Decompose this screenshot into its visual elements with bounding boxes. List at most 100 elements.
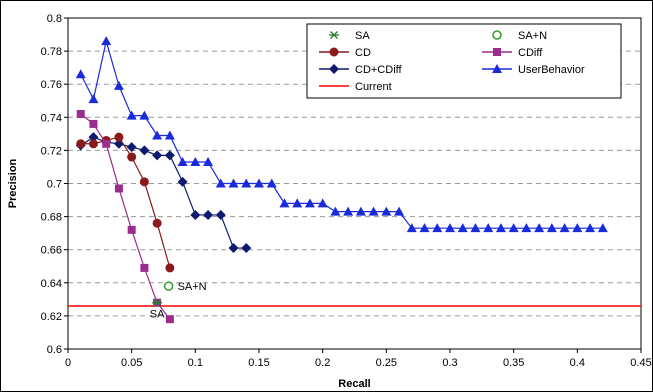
data-point [139, 145, 150, 156]
data-point [406, 223, 417, 233]
data-point [432, 223, 443, 233]
data-point [190, 209, 201, 220]
legend-item-sa-n: SA+N [492, 30, 547, 42]
x-tick-label: 0.3 [442, 357, 457, 369]
data-point [101, 36, 112, 46]
data-point [139, 177, 149, 187]
legend-box [306, 23, 622, 99]
data-point [492, 30, 502, 40]
data-point [493, 48, 501, 56]
data-point [304, 198, 315, 208]
legend-label: CD+CDiff [355, 64, 403, 76]
data-point [164, 150, 175, 161]
y-tick-label: 0.74 [41, 112, 62, 124]
data-point [495, 223, 506, 233]
x-tick-label: 0.25 [376, 357, 397, 369]
legend-label: SA [355, 30, 370, 42]
y-tick-label: 0.7 [47, 179, 62, 191]
data-point [546, 223, 557, 233]
data-point [88, 94, 99, 104]
data-point [126, 110, 137, 120]
y-tick-label: 0.66 [41, 245, 62, 257]
legend-label: CDiff [518, 47, 543, 59]
data-point [76, 109, 85, 118]
data-point [508, 223, 519, 233]
data-series [68, 36, 641, 324]
y-axis-ticks: 0.6 0.62 0.64 0.66 0.68 0.7 0.72 0.74 0.76 0.78 0.… [41, 13, 68, 356]
annotation-label: SA [150, 309, 165, 321]
y-tick-label: 0.76 [41, 79, 62, 91]
data-point [483, 223, 494, 233]
data-point [457, 223, 468, 233]
data-point [597, 223, 608, 233]
data-point [329, 64, 339, 74]
x-tick-label: 0.05 [121, 357, 142, 369]
data-point [368, 206, 379, 216]
data-point [76, 139, 86, 149]
legend-item-cdiff: CDiff [482, 47, 543, 59]
x-tick-label: 0.45 [630, 357, 651, 369]
data-point [241, 178, 252, 188]
x-axis-title: Recall [338, 378, 370, 390]
y-tick-label: 0.64 [41, 278, 62, 290]
data-point [127, 225, 136, 234]
data-point [215, 178, 226, 188]
data-point [88, 132, 99, 143]
legend-item-userbehavior: UserBehavior [482, 64, 585, 76]
data-point [445, 223, 455, 233]
data-point [343, 206, 354, 216]
data-point [317, 198, 328, 208]
data-point [89, 119, 98, 128]
y-tick-label: 0.72 [41, 145, 62, 157]
data-point [521, 223, 532, 233]
data-point [492, 64, 502, 73]
data-point [534, 223, 545, 233]
legend-item-cd: CD [319, 47, 371, 59]
data-point [330, 206, 341, 216]
y-axis-title: Precision [7, 158, 19, 208]
data-point [215, 209, 226, 220]
data-point [572, 223, 583, 233]
data-point [241, 243, 252, 254]
asterisk-stroke [330, 31, 338, 39]
legend-label: SA+N [518, 30, 547, 42]
data-point [75, 69, 86, 79]
y-tick-label: 0.6 [47, 344, 62, 356]
data-point [126, 142, 137, 153]
data-point [165, 315, 174, 324]
data-point [140, 263, 149, 272]
data-point [585, 223, 596, 233]
annotation-label: SA+N [178, 281, 207, 293]
data-point [419, 223, 430, 233]
series-sa-n [163, 281, 174, 291]
legend-item-sa: SA [329, 30, 370, 42]
x-tick-label: 0.35 [503, 357, 524, 369]
asterisk-stroke [153, 298, 162, 307]
data-point [470, 223, 481, 233]
legend-item-current: Current [319, 81, 392, 93]
x-axis-ticks: 0 0.05 0.1 0.15 0.2 0.25 0.3 0.35 0.4 0.45 [65, 349, 652, 369]
data-point [254, 178, 264, 188]
data-point [164, 130, 175, 140]
data-point [102, 139, 111, 148]
legend-label: Current [355, 81, 392, 93]
data-point [165, 263, 175, 273]
legend-item-cd-cdiff: CD+CDiff [319, 64, 403, 76]
data-point [228, 243, 239, 254]
data-point [329, 47, 339, 57]
x-tick-label: 0.2 [315, 357, 330, 369]
data-point [203, 156, 214, 166]
data-point [177, 156, 188, 166]
data-point [177, 176, 188, 187]
series-userbehavior [75, 36, 608, 233]
data-point [114, 132, 124, 142]
y-tick-label: 0.68 [41, 212, 62, 224]
y-tick-label: 0.8 [47, 13, 62, 25]
data-point [114, 184, 123, 193]
x-tick-label: 0.4 [570, 357, 585, 369]
data-point [139, 110, 150, 120]
x-tick-label: 0 [65, 357, 71, 369]
series-sa [152, 298, 163, 307]
data-point [88, 139, 98, 149]
